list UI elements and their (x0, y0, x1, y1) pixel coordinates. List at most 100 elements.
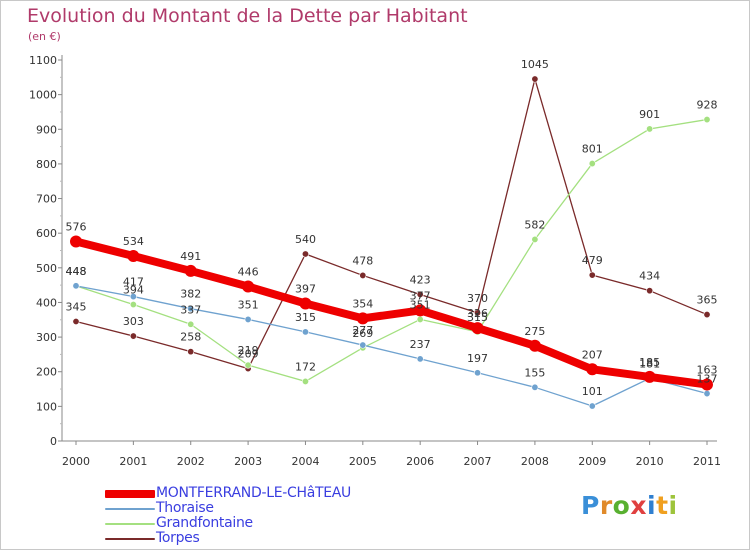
data-label-2: 901 (639, 108, 660, 121)
data-point-3 (187, 348, 195, 356)
data-label-0: 326 (467, 307, 488, 320)
data-label-0: 491 (180, 250, 201, 263)
x-tick-label: 2010 (636, 455, 664, 468)
data-point-0 (471, 322, 484, 335)
data-label-2: 337 (180, 303, 201, 316)
data-point-2 (244, 361, 252, 369)
proxiti-logo: Proxiti (581, 491, 678, 520)
data-label-1: 277 (352, 324, 373, 337)
series-lines (72, 78, 711, 407)
legend-label-thoraise: Thoraise (156, 500, 214, 516)
series-line-3 (75, 78, 708, 370)
data-label-3: 345 (66, 301, 87, 314)
data-point-0 (299, 297, 312, 310)
data-point-0 (242, 280, 255, 293)
data-label-1: 101 (582, 385, 603, 398)
data-label-3: 479 (582, 254, 603, 267)
data-point-2 (301, 377, 309, 385)
series-line-0 (72, 237, 711, 389)
data-point-1 (359, 341, 367, 349)
x-tick-label: 2005 (349, 455, 377, 468)
data-label-2: 351 (410, 298, 431, 311)
logo-letter: o (612, 491, 631, 520)
data-label-1: 237 (410, 338, 431, 351)
x-tick-label: 2004 (291, 455, 319, 468)
legend-swatch-grandfontaine (105, 523, 155, 525)
data-label-0: 377 (410, 289, 431, 302)
data-label-2: 269 (352, 327, 373, 340)
data-label-2: 394 (123, 284, 144, 297)
data-point-0 (356, 312, 369, 325)
data-point-1 (416, 355, 424, 363)
x-tick-label: 2003 (234, 455, 262, 468)
x-tick-label: 2006 (406, 455, 434, 468)
data-label-1: 315 (295, 311, 316, 324)
logo-letter: t (656, 491, 669, 520)
data-point-2 (416, 315, 424, 323)
y-tick-label: 0 (50, 435, 57, 448)
data-point-3 (646, 287, 654, 295)
data-label-2: 219 (238, 344, 259, 357)
data-point-0 (701, 378, 713, 391)
data-point-2 (187, 320, 195, 328)
y-tick-label: 1000 (29, 89, 57, 102)
data-label-3: 1045 (521, 58, 549, 71)
chart-title: Evolution du Montant de la Dette par Hab… (27, 5, 468, 27)
data-point-2 (588, 160, 596, 168)
chart-unit-label: (en €) (28, 30, 61, 43)
data-point-3 (301, 250, 309, 258)
axes: 0 100 200 300 400 500 600 700 800 900 1000 1100 2000… (29, 54, 721, 468)
y-tick-label: 800 (36, 158, 57, 171)
x-tick-label: 2002 (177, 455, 205, 468)
data-label-3: 209 (238, 348, 259, 361)
y-tick-label: 400 (36, 296, 57, 309)
data-point-0 (184, 264, 197, 277)
data-point-1 (703, 390, 711, 398)
series-points (70, 75, 713, 410)
data-label-2: 928 (697, 99, 718, 112)
data-label-0: 354 (352, 297, 373, 310)
data-label-3: 423 (410, 273, 431, 286)
data-point-0 (70, 235, 82, 248)
data-point-3 (129, 332, 137, 340)
legend-label-torpes: Torpes (156, 530, 200, 546)
legend-label-grandfontaine: Grandfontaine (156, 515, 253, 531)
data-label-1: 382 (180, 288, 201, 301)
y-tick-label: 300 (36, 331, 57, 344)
data-label-1: 448 (66, 265, 87, 278)
data-label-3: 434 (639, 270, 660, 283)
data-point-1 (72, 282, 80, 290)
data-point-1 (588, 402, 596, 410)
data-point-2 (531, 235, 539, 243)
legend-swatch-montferrand (105, 490, 155, 498)
data-point-0 (127, 250, 140, 263)
data-label-1: 155 (524, 366, 545, 379)
data-label-3: 365 (697, 294, 718, 307)
data-point-3 (474, 309, 482, 317)
data-point-3 (703, 311, 711, 319)
data-label-2: 448 (66, 265, 87, 278)
data-point-1 (244, 315, 252, 323)
data-label-0: 275 (524, 325, 545, 338)
data-point-3 (588, 271, 596, 279)
data-point-3 (72, 318, 80, 326)
data-point-0 (643, 370, 656, 383)
data-point-3 (416, 290, 424, 298)
data-point-3 (531, 75, 539, 83)
data-label-1: 417 (123, 276, 144, 289)
x-tick-label: 2001 (119, 455, 147, 468)
data-label-0: 397 (295, 282, 316, 295)
logo-letter: i (668, 491, 678, 520)
x-tick-label: 2007 (464, 455, 492, 468)
data-point-2 (646, 125, 654, 133)
x-tick-label: 2009 (578, 455, 606, 468)
y-tick-label: 500 (36, 262, 57, 275)
series-line-2 (75, 118, 708, 383)
logo-letter: i (647, 491, 657, 520)
data-point-0 (414, 304, 427, 317)
data-label-3: 370 (467, 292, 488, 305)
data-label-0: 534 (123, 235, 144, 248)
data-label-3: 303 (123, 315, 144, 328)
y-tick-label: 900 (36, 123, 57, 136)
data-point-1 (301, 328, 309, 336)
